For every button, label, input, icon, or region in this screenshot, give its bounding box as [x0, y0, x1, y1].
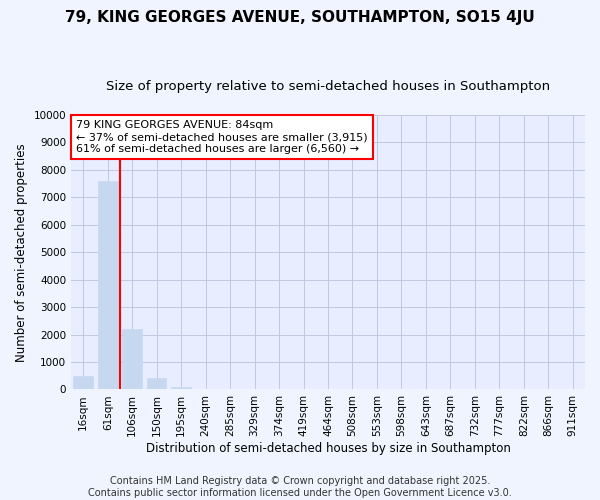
Bar — [122, 329, 142, 390]
X-axis label: Distribution of semi-detached houses by size in Southampton: Distribution of semi-detached houses by … — [146, 442, 511, 455]
Bar — [98, 181, 118, 390]
Text: Contains HM Land Registry data © Crown copyright and database right 2025.
Contai: Contains HM Land Registry data © Crown c… — [88, 476, 512, 498]
Title: Size of property relative to semi-detached houses in Southampton: Size of property relative to semi-detach… — [106, 80, 550, 93]
Bar — [73, 376, 93, 390]
Text: 79 KING GEORGES AVENUE: 84sqm
← 37% of semi-detached houses are smaller (3,915)
: 79 KING GEORGES AVENUE: 84sqm ← 37% of s… — [76, 120, 368, 154]
Bar — [172, 386, 191, 390]
Y-axis label: Number of semi-detached properties: Number of semi-detached properties — [15, 143, 28, 362]
Text: 79, KING GEORGES AVENUE, SOUTHAMPTON, SO15 4JU: 79, KING GEORGES AVENUE, SOUTHAMPTON, SO… — [65, 10, 535, 25]
Bar — [147, 378, 166, 390]
